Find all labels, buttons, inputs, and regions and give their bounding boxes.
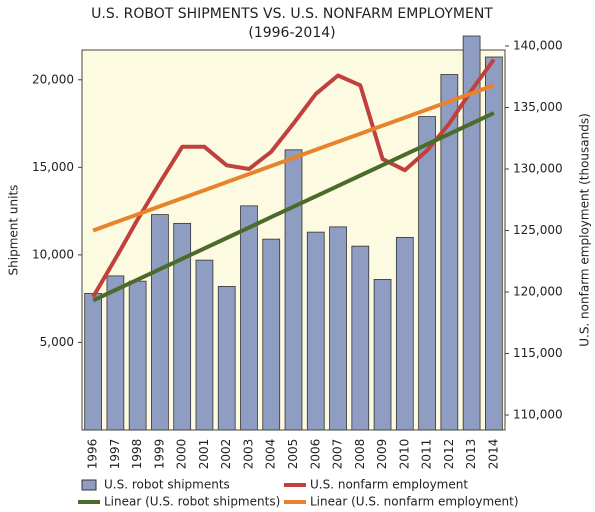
x-tick-label: 2013	[464, 439, 478, 470]
x-tick-label: 1996	[86, 439, 100, 470]
y2-tick-label: 130,000	[513, 161, 563, 175]
x-tick-label: 2006	[308, 439, 322, 470]
x-tick-label: 1997	[108, 439, 122, 470]
y2-tick-label: 135,000	[513, 100, 563, 114]
x-tick-label: 1999	[152, 439, 166, 470]
bar	[306, 231, 325, 431]
y2-tick-label: 115,000	[513, 346, 563, 360]
bar	[217, 286, 236, 431]
bar	[195, 259, 214, 431]
y-tick-label: 20,000	[32, 72, 74, 86]
x-tick-label: 2002	[219, 439, 233, 470]
y2-axis-label: U.S. nonfarm employment (thousands)	[578, 113, 592, 347]
legend-label: U.S. robot shipments	[104, 478, 230, 492]
x-tick-label: 2012	[442, 439, 456, 470]
y2-tick-label: 125,000	[513, 223, 563, 237]
bar	[106, 275, 125, 431]
x-tick-label: 2009	[375, 439, 389, 470]
bar	[373, 279, 392, 431]
bar	[262, 238, 281, 431]
bar	[351, 245, 370, 431]
bar	[284, 149, 303, 431]
x-tick-label: 2004	[264, 439, 278, 470]
bar	[395, 236, 414, 431]
x-tick-label: 2011	[420, 439, 434, 470]
y-tick-label: 5,000	[40, 335, 74, 349]
legend-label: U.S. nonfarm employment	[310, 478, 468, 492]
y-tick-label: 10,000	[32, 247, 74, 261]
bar	[240, 205, 258, 431]
line-series	[91, 58, 496, 298]
y2-tick-label: 110,000	[513, 407, 563, 421]
y2-tick-label: 120,000	[513, 284, 563, 298]
x-tick-label: 2003	[241, 439, 255, 470]
y-axis-label: Shipment units	[7, 185, 21, 276]
bar	[151, 214, 169, 431]
chart-subtitle: (1996-2014)	[248, 25, 335, 41]
legend-label: Linear (U.S. nonfarm employment)	[310, 495, 519, 509]
x-tick-label: 1998	[130, 439, 144, 470]
x-tick-label: 2007	[331, 439, 345, 470]
x-tick-label: 2000	[175, 439, 189, 470]
x-tick-label: 2008	[353, 439, 367, 470]
bar	[84, 293, 102, 431]
chart-title: U.S. ROBOT SHIPMENTS VS. U.S. NONFARM EM…	[91, 6, 493, 22]
x-tick-label: 2014	[486, 439, 500, 470]
x-tick-label: 2010	[397, 439, 411, 470]
x-tick-label: 2005	[286, 439, 300, 470]
x-tick-label: 2001	[197, 439, 211, 470]
bar	[418, 116, 436, 431]
legend-label: Linear (U.S. robot shipments)	[104, 495, 280, 509]
legend-swatch	[81, 479, 97, 491]
y-tick-label: 15,000	[32, 160, 74, 174]
bar	[329, 226, 347, 431]
bar	[128, 280, 147, 431]
y2-tick-label: 140,000	[513, 38, 563, 52]
line-series	[92, 83, 495, 233]
line-series	[92, 111, 495, 303]
